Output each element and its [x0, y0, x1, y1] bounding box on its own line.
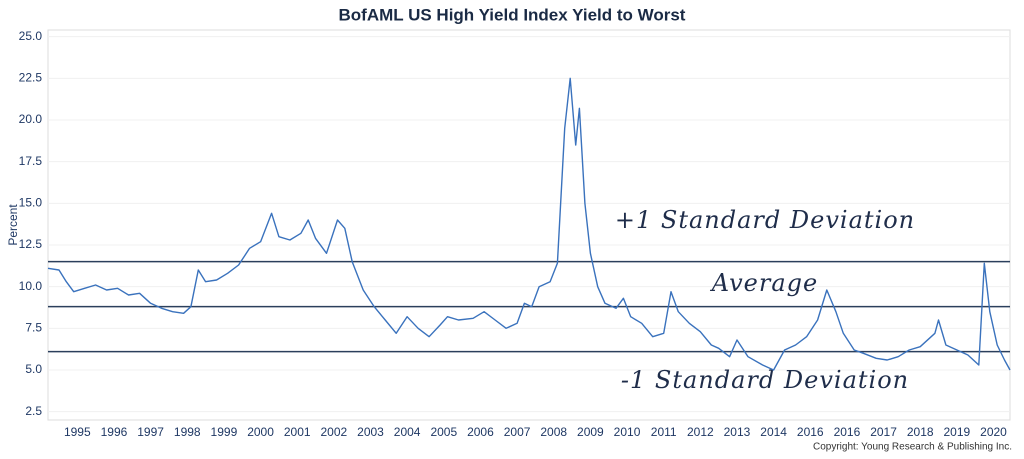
y-tick-label: 2.5	[25, 404, 42, 418]
x-tick-label: 2000	[247, 425, 274, 439]
x-tick-label: 2005	[430, 425, 457, 439]
x-tick-label: 2010	[614, 425, 641, 439]
x-tick-label: 2001	[284, 425, 311, 439]
x-tick-label: 1997	[137, 425, 164, 439]
x-tick-label: 2007	[504, 425, 531, 439]
y-tick-label: 5.0	[25, 362, 42, 376]
copyright: Copyright: Young Research & Publishing I…	[813, 442, 1012, 453]
reference-label: -1 Standard Deviation	[621, 366, 909, 394]
x-tick-label: 2019	[944, 425, 971, 439]
reference-label: Average	[710, 269, 818, 297]
y-tick-label: 10.0	[19, 279, 43, 293]
y-tick-label: 25.0	[19, 29, 43, 43]
x-tick-label: 2013	[724, 425, 751, 439]
y-tick-label: 15.0	[19, 196, 43, 210]
plot-area	[47, 29, 1011, 421]
x-tick-label: 2018	[907, 425, 934, 439]
x-tick-label: 1999	[211, 425, 238, 439]
x-tick-label: 1996	[101, 425, 128, 439]
x-tick-label: 2017	[870, 425, 897, 439]
x-tick-label: 2014	[760, 425, 787, 439]
x-tick-label: 2006	[467, 425, 494, 439]
x-tick-label: 2009	[577, 425, 604, 439]
reference-label: +1 Standard Deviation	[615, 206, 915, 234]
x-tick-label: 2011	[651, 425, 677, 439]
x-tick-label: 1995	[64, 425, 91, 439]
x-tick-label: 2002	[320, 425, 347, 439]
x-tick-label: 2016	[797, 425, 824, 439]
x-tick-label: 2012	[687, 425, 714, 439]
x-tick-label: 2016	[834, 425, 861, 439]
x-tick-label: 2003	[357, 425, 384, 439]
y-tick-label: 7.5	[25, 321, 42, 335]
x-tick-label: 2004	[394, 425, 421, 439]
data-line	[47, 77, 1011, 371]
y-tick-label: 12.5	[19, 237, 43, 251]
y-tick-label: 20.0	[19, 112, 43, 126]
x-tick-label: 1998	[174, 425, 201, 439]
y-axis-label: Percent	[6, 204, 20, 246]
x-tick-label: 2020	[980, 425, 1007, 439]
chart-title: BofAML US High Yield Index Yield to Wors…	[339, 5, 686, 24]
x-tick-label: 2008	[540, 425, 567, 439]
y-tick-label: 22.5	[19, 71, 43, 85]
y-tick-label: 17.5	[19, 154, 43, 168]
